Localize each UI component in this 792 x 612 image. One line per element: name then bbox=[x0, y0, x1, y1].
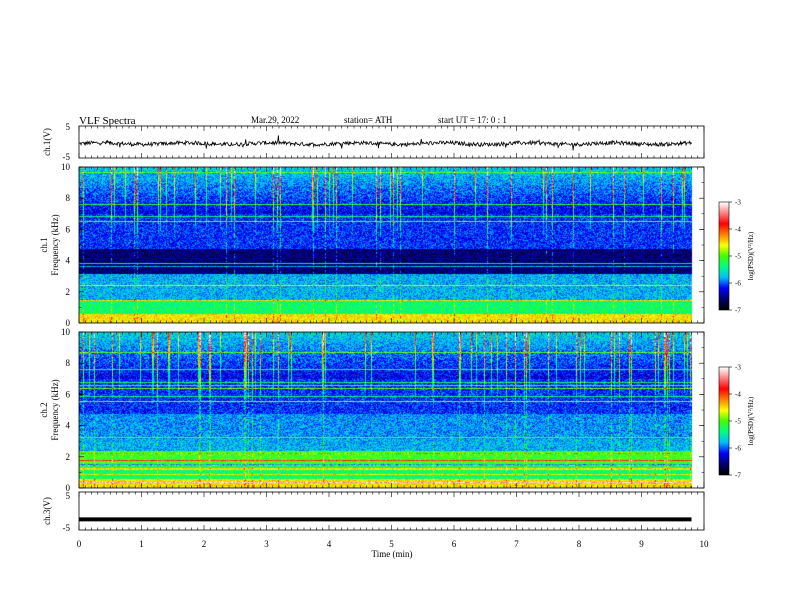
ch3-waveform-panel: 5 -5 ch.3(V) bbox=[42, 491, 705, 533]
ch1-spectrogram-xtick-marks bbox=[78, 167, 705, 323]
frequency-tick-label: 10 bbox=[61, 327, 71, 337]
ch2-frequency-ticks: 0 2 4 6 8 10 bbox=[61, 327, 704, 493]
frequency-tick-label: 2 bbox=[66, 287, 71, 297]
ch2-ylabel-line2: Frequency (kHz) bbox=[50, 379, 60, 440]
ch3-ylabel: ch.3(V) bbox=[42, 497, 52, 525]
ch1-spectrogram-panel: 0 2 4 6 8 10 ch.1 Frequency (kHz) bbox=[39, 162, 705, 328]
time-axis-tick-labels: 0 1 2 3 4 5 6 7 8 9 10 bbox=[77, 539, 709, 549]
ch1-ylabel-line2: Frequency (kHz) bbox=[50, 214, 60, 275]
time-tick-label: 3 bbox=[264, 539, 269, 549]
frequency-tick-label: 8 bbox=[66, 358, 71, 368]
ch2-spectrogram-panel: 0 2 4 6 8 10 ch.2 Frequency (kHz) bbox=[39, 327, 705, 493]
ch3-waveform-frame bbox=[78, 491, 705, 531]
frequency-tick-label: 0 bbox=[66, 483, 71, 493]
frequency-tick-label: 6 bbox=[66, 224, 71, 234]
date-label: Mar.29, 2022 bbox=[251, 115, 299, 125]
ch1-frequency-ticks: 0 2 4 6 8 10 bbox=[61, 162, 704, 328]
frequency-tick-label: 10 bbox=[61, 162, 71, 172]
ch1-spectrogram-image bbox=[79, 167, 704, 323]
time-tick-label: 9 bbox=[639, 539, 644, 549]
time-tick-label: 0 bbox=[77, 539, 82, 549]
waveform-line bbox=[78, 135, 692, 151]
ch1-waveform-panel: 5 -5 ch.1(V) bbox=[42, 122, 705, 162]
ch2-colorbar-ticks: -3 -4 -5 -6 -7 bbox=[729, 364, 741, 480]
time-tick-label: 2 bbox=[202, 539, 207, 549]
ch2-spectrogram-xtick-marks bbox=[78, 332, 705, 488]
frequency-tick-label: 2 bbox=[66, 452, 71, 462]
colorbar-tick-label: -5 bbox=[735, 253, 741, 261]
colorbar-tick-label: -3 bbox=[735, 199, 741, 207]
time-tick-label: 10 bbox=[700, 539, 710, 549]
ch1-waveform-trace bbox=[78, 135, 692, 151]
colorbar-tick-label: -6 bbox=[735, 280, 741, 288]
colorbar-tick-label: -4 bbox=[735, 391, 741, 399]
ch2-spectrogram-image bbox=[79, 332, 704, 488]
station-label: station= ATH bbox=[344, 115, 393, 125]
time-tick-label: 4 bbox=[327, 539, 332, 549]
ch1-ytick-top: 5 bbox=[66, 122, 71, 132]
ch1-xtick-marks bbox=[78, 126, 705, 158]
frequency-tick-label: 0 bbox=[66, 318, 71, 328]
time-axis-label: Time (min) bbox=[372, 549, 413, 559]
ch1-ylabel-line1: ch.1 bbox=[39, 237, 49, 252]
colorbar-tick-label: -5 bbox=[735, 418, 741, 426]
ch1-colorbar-ticks: -3 -4 -5 -6 -7 bbox=[729, 199, 741, 315]
ch2-colorbar: -3 -4 -5 -6 -7 log(PSD)(V²/Hz) bbox=[718, 364, 755, 480]
frequency-tick-label: 8 bbox=[66, 193, 71, 203]
time-tick-label: 1 bbox=[139, 539, 144, 549]
start-ut-label: start UT = 17: 0 : 1 bbox=[438, 115, 507, 125]
frequency-tick-label: 4 bbox=[66, 256, 71, 266]
colorbar-tick-label: -7 bbox=[735, 307, 741, 315]
time-tick-label: 7 bbox=[514, 539, 519, 549]
ch1-ylabel: ch.1(V) bbox=[42, 128, 52, 156]
ch3-ytick-bottom: -5 bbox=[63, 523, 71, 533]
ch1-colorbar-label: log(PSD)(V²/Hz) bbox=[747, 231, 755, 280]
time-tick-label: 5 bbox=[389, 539, 394, 549]
colorbar-tick-label: -4 bbox=[735, 226, 741, 234]
ch3-ytick-top: 5 bbox=[66, 491, 71, 501]
figure-title: VLF Spectra bbox=[79, 115, 136, 127]
ch2-colorbar-gradient bbox=[719, 367, 729, 475]
colorbar-tick-label: -6 bbox=[735, 445, 741, 453]
ch2-colorbar-label: log(PSD)(V²/Hz) bbox=[747, 396, 755, 445]
ch1-colorbar-gradient bbox=[719, 202, 729, 310]
ch2-ylabel-line1: ch.2 bbox=[39, 402, 49, 417]
ch1-ytick-bottom: -5 bbox=[63, 152, 71, 162]
frequency-tick-label: 6 bbox=[66, 389, 71, 399]
ch3-xtick-marks bbox=[78, 492, 705, 530]
colorbar-tick-label: -7 bbox=[735, 472, 741, 480]
time-tick-label: 8 bbox=[577, 539, 582, 549]
colorbar-tick-label: -3 bbox=[735, 364, 741, 372]
ch1-colorbar: -3 -4 -5 -6 -7 log(PSD)(V²/Hz) bbox=[718, 199, 755, 315]
frequency-tick-label: 4 bbox=[66, 421, 71, 431]
time-tick-label: 6 bbox=[452, 539, 457, 549]
